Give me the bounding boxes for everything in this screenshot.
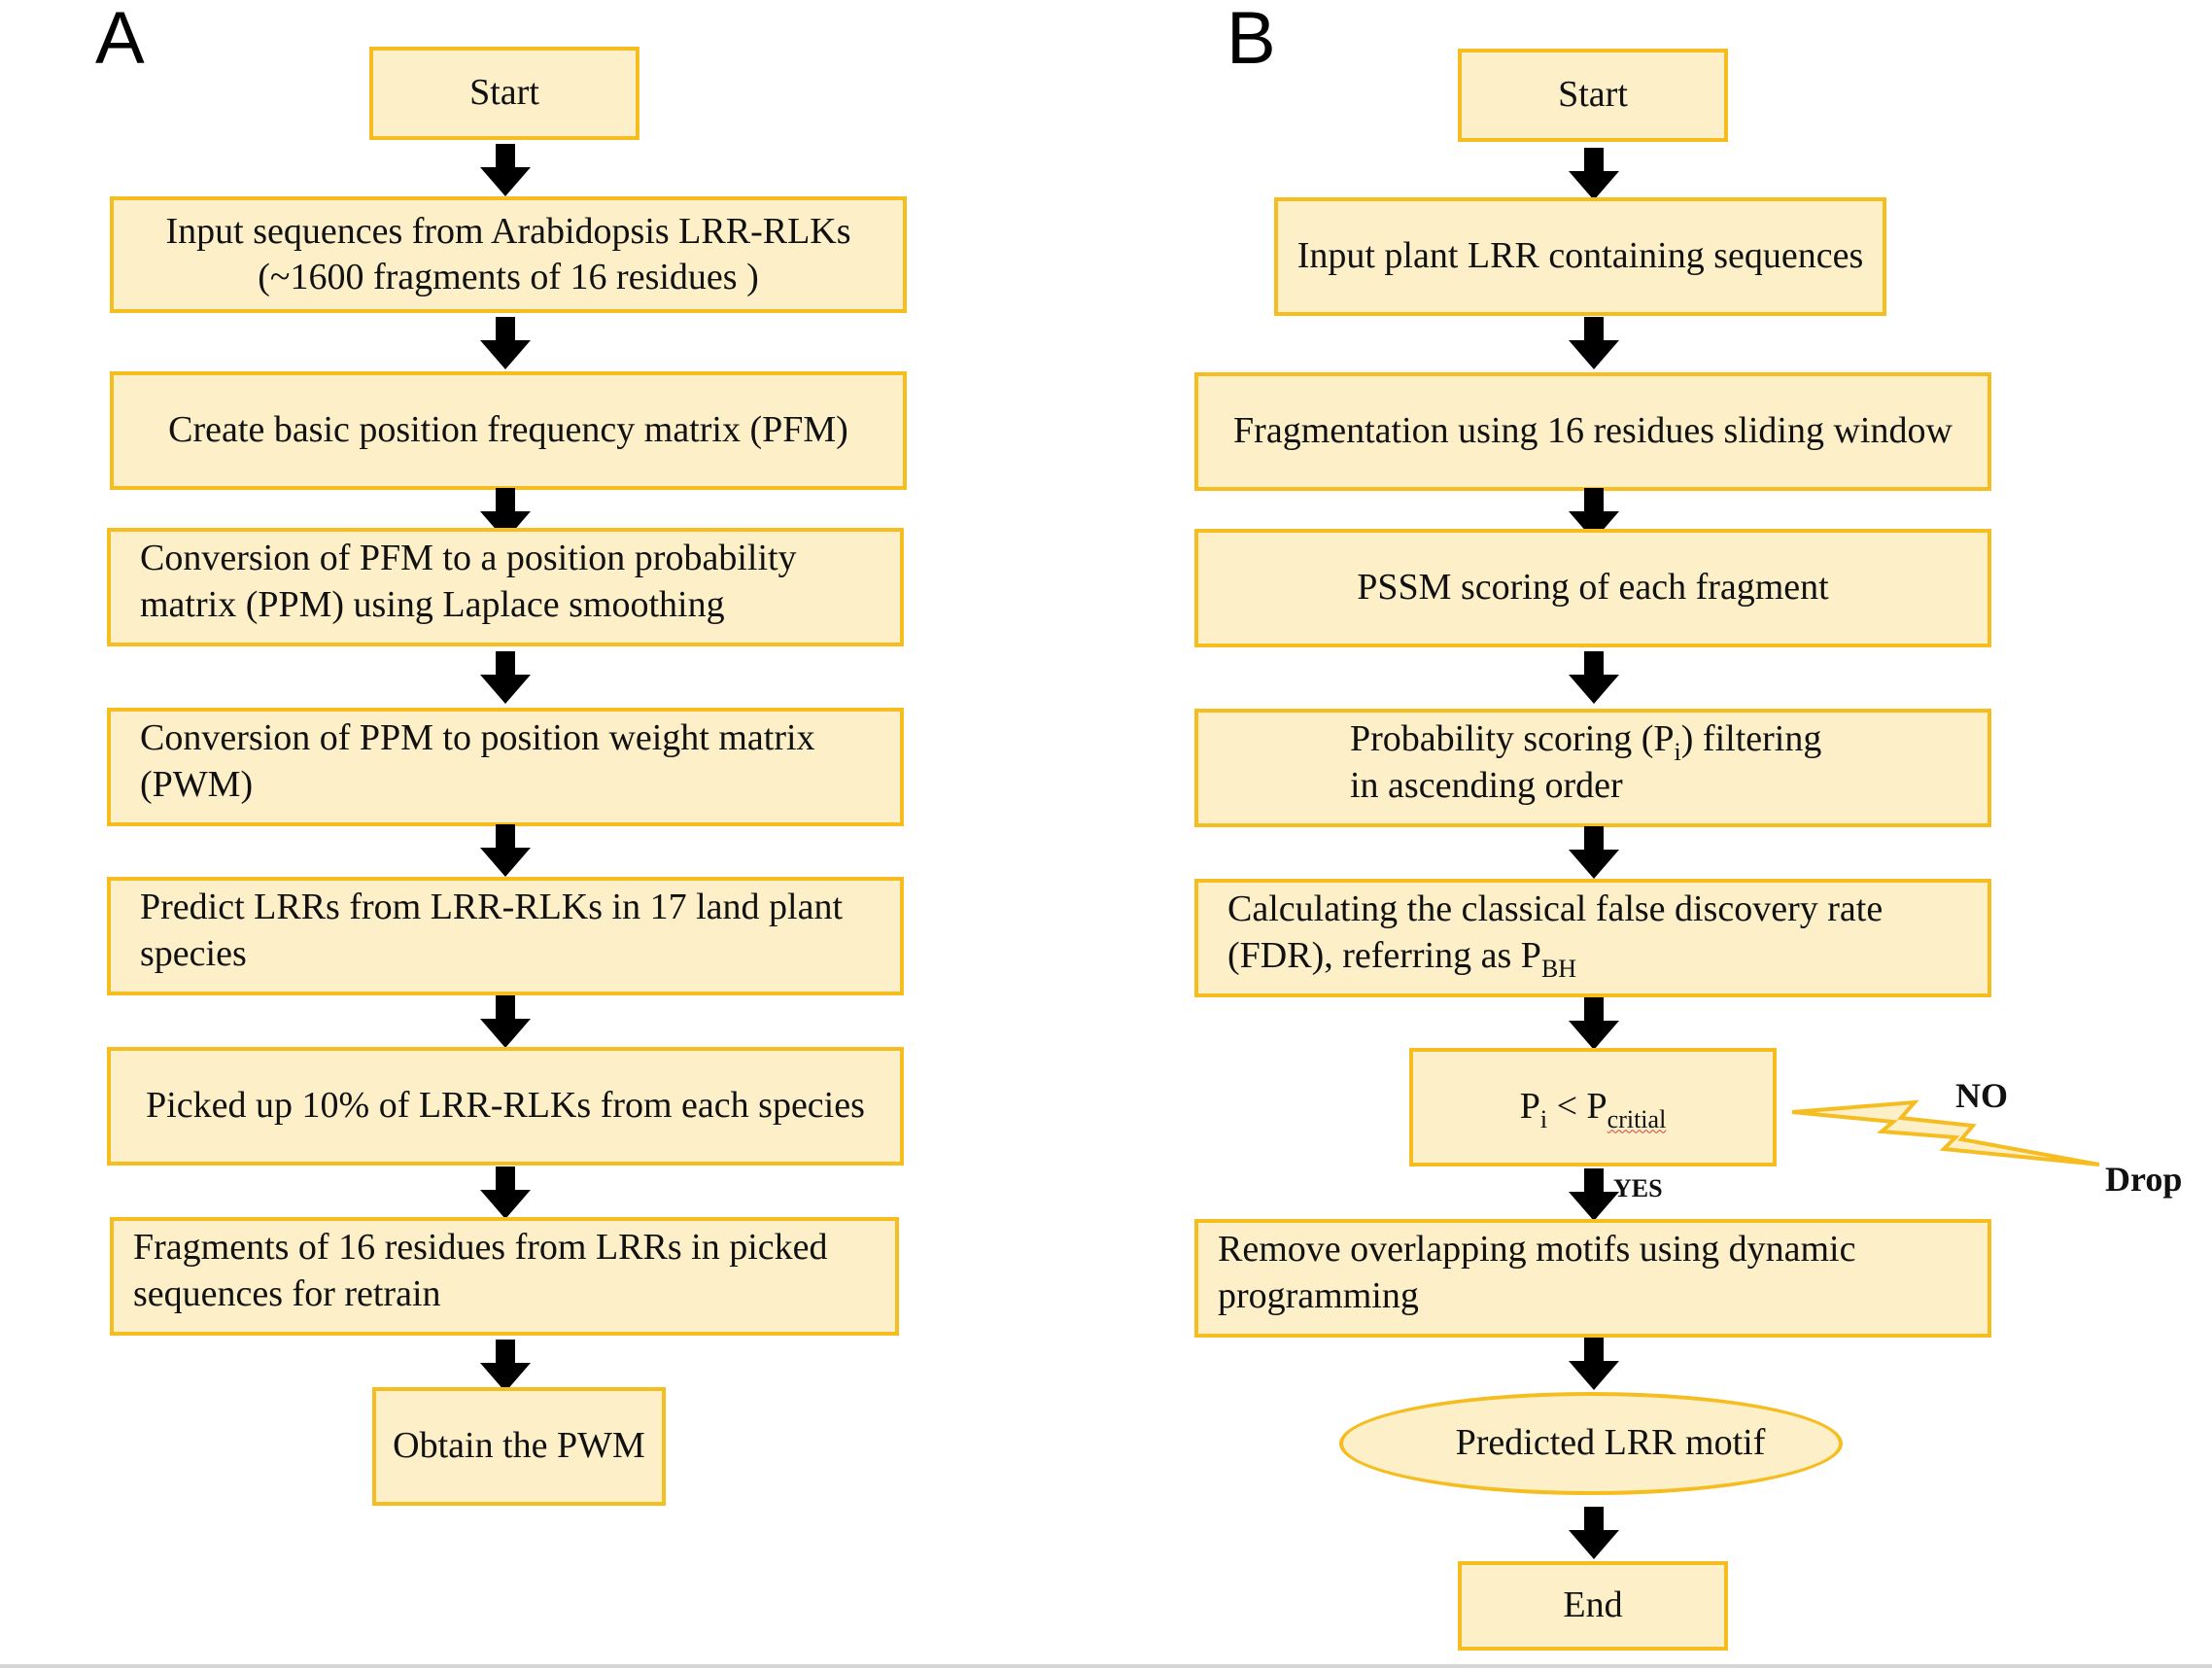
a-input-line2: (~1600 fragments of 16 residues )	[258, 257, 759, 297]
a-arrow-1	[478, 144, 533, 198]
a-arrow-5	[478, 824, 533, 879]
a-predict-line2: species	[140, 932, 247, 974]
a-input-line1: Input sequences from Arabidopsis LRR-RLK…	[165, 210, 851, 252]
b-decision-lt: < P	[1547, 1086, 1607, 1128]
a-arrow-2	[478, 317, 533, 371]
yes-label: YES	[1613, 1174, 1663, 1202]
a-pwm-box: Conversion of PPM to position weight mat…	[107, 708, 904, 826]
a-predict-line1: Predict LRRs from LRR-RLKs in 17 land pl…	[140, 887, 844, 927]
b-probability-line2: in ascending order	[1350, 764, 1623, 806]
b-arrow-8	[1567, 1338, 1621, 1392]
b-pssm-box: PSSM scoring of each fragment	[1194, 529, 1991, 647]
b-fdr-line2: (FDR), referring as PBH	[1227, 933, 1577, 983]
b-decision-sub: critial	[1607, 1105, 1667, 1134]
a-predict-box: Predict LRRs from LRR-RLKs in 17 land pl…	[107, 877, 904, 995]
b-input-text: Input plant LRR containing sequences	[1296, 235, 1864, 277]
b-arrow-7	[1567, 1168, 1621, 1223]
b-arrow-5	[1567, 826, 1621, 881]
a-arrow-6	[478, 995, 533, 1050]
a-ppm-line1: Conversion of PFM to a position probabil…	[140, 538, 797, 578]
b-remove-line2: programming	[1218, 1274, 1419, 1316]
b-predicted-text: Predicted LRR motif	[1455, 1422, 1766, 1464]
b-decision-text: Pi < Pcritial	[1519, 1084, 1667, 1134]
b-arrow-3	[1567, 488, 1621, 542]
b-probability-line1: Probability scoring (Pi) filtering	[1350, 716, 1822, 766]
b-input-box: Input plant LRR containing sequences	[1274, 197, 1886, 316]
bottom-divider	[0, 1664, 2212, 1668]
a-obtain-box: Obtain the PWM	[372, 1387, 666, 1506]
drop-label: Drop	[2105, 1160, 2183, 1199]
b-decision-i: i	[1539, 1105, 1548, 1134]
b-decision-box: Pi < Pcritial	[1409, 1048, 1777, 1166]
a-start-text: Start	[469, 72, 539, 114]
b-fdr-line1: Calculating the classical false discover…	[1227, 888, 1884, 929]
b-fdr-sub: BH	[1540, 954, 1577, 983]
a-pickup-box: Picked up 10% of LRR-RLKs from each spec…	[107, 1047, 904, 1166]
b-probability-box: Probability scoring (Pi) filtering in as…	[1194, 709, 1991, 827]
no-label: NO	[1955, 1076, 2008, 1115]
b-fragmentation-box: Fragmentation using 16 residues sliding …	[1194, 372, 1991, 491]
a-pwm-line2: (PWM)	[140, 763, 254, 805]
a-arrow-8	[478, 1340, 533, 1394]
b-probability-line1-a: Probability scoring (P	[1350, 718, 1675, 759]
a-pfm-box: Create basic position frequency matrix (…	[110, 371, 907, 490]
panel-label-a: A	[95, 0, 145, 80]
b-end-text: End	[1563, 1584, 1623, 1626]
b-remove-line1: Remove overlapping motifs using dynamic	[1218, 1229, 1856, 1270]
b-arrow-1	[1567, 148, 1621, 202]
b-start-box: Start	[1458, 49, 1728, 142]
b-arrow-6	[1567, 997, 1621, 1052]
b-start-text: Start	[1558, 74, 1628, 116]
b-arrow-4	[1567, 651, 1621, 706]
a-ppm-line2: matrix (PPM) using Laplace smoothing	[140, 583, 725, 625]
a-arrow-7	[478, 1166, 533, 1221]
drop-lightning-arrow	[1791, 1099, 2100, 1166]
a-fragments-box: Fragments of 16 residues from LRRs in pi…	[110, 1217, 899, 1336]
a-pickup-text: Picked up 10% of LRR-RLKs from each spec…	[146, 1085, 865, 1127]
b-end-box: End	[1458, 1561, 1728, 1651]
b-probability-sub: i	[1674, 738, 1681, 766]
a-arrow-3	[478, 488, 533, 542]
b-fdr-box: Calculating the classical false discover…	[1194, 879, 1991, 997]
b-fragmentation-text: Fragmentation using 16 residues sliding …	[1233, 410, 1953, 452]
a-arrow-4	[478, 651, 533, 706]
a-start-box: Start	[369, 47, 639, 140]
b-probability-line1-b: ) filtering	[1680, 718, 1822, 759]
b-pssm-text: PSSM scoring of each fragment	[1357, 567, 1829, 609]
a-obtain-text: Obtain the PWM	[393, 1425, 645, 1467]
b-predicted-oval: Predicted LRR motif	[1339, 1392, 1843, 1495]
b-remove-box: Remove overlapping motifs using dynamic …	[1194, 1219, 1991, 1338]
panel-label-b: B	[1227, 0, 1276, 80]
a-pwm-line1: Conversion of PPM to position weight mat…	[140, 717, 815, 758]
b-fdr-line2-text: (FDR), referring as P	[1227, 934, 1541, 976]
b-arrow-2	[1567, 317, 1621, 371]
b-arrow-9	[1567, 1507, 1621, 1561]
a-fragments-line2: sequences for retrain	[133, 1272, 441, 1314]
b-decision-p: P	[1519, 1086, 1540, 1128]
a-pfm-text: Create basic position frequency matrix (…	[168, 409, 848, 451]
a-ppm-box: Conversion of PFM to a position probabil…	[107, 528, 904, 646]
a-fragments-line1: Fragments of 16 residues from LRRs in pi…	[133, 1227, 828, 1268]
a-input-box: Input sequences from Arabidopsis LRR-RLK…	[110, 196, 907, 313]
